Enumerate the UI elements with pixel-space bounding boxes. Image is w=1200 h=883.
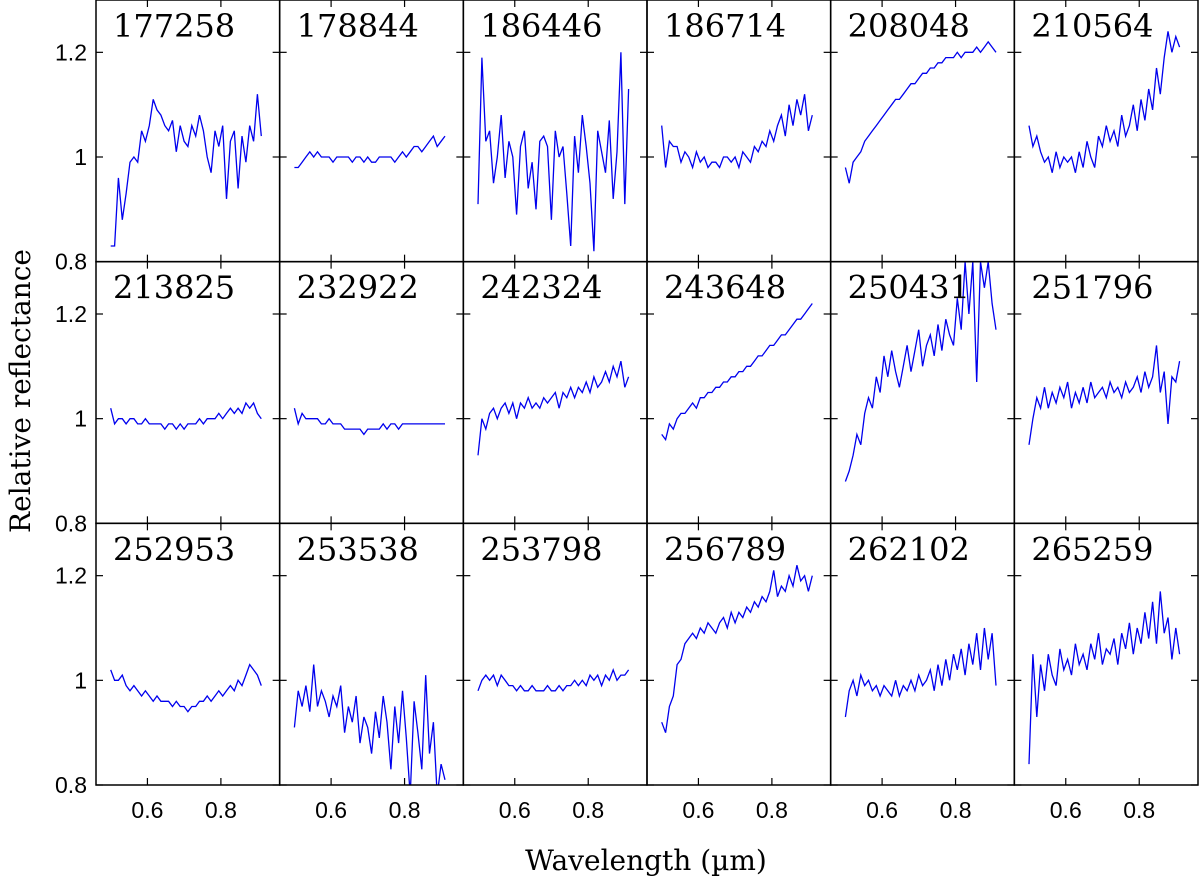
panel-253798: 253798 0.6 0.8 — [462, 522, 648, 823]
panel-label: 210564 — [1031, 7, 1153, 45]
panel-label: 251796 — [1031, 269, 1153, 307]
panel-251796: 251796 — [1013, 260, 1199, 525]
spectrum-line-232922 — [293, 408, 445, 436]
panel-213825: 213825 0.8 1 1.2 — [55, 260, 281, 536]
panel-grid: 177258 0.8 1 1.2 178844 186446 186714 208048 210… — [55, 0, 1199, 823]
panel-243648: 243648 — [646, 260, 832, 525]
panel-208048: 208048 — [829, 0, 1016, 263]
spectrum-line-250431 — [844, 261, 997, 482]
y-tick-label: 1.2 — [55, 301, 87, 327]
y-tick-label: 1.2 — [55, 563, 87, 589]
panel-frame — [1013, 522, 1199, 786]
panel-label: 252953 — [113, 530, 235, 568]
panel-210564: 210564 — [1013, 0, 1199, 263]
panel-label: 250431 — [848, 269, 970, 307]
spectrum-line-213825 — [110, 401, 262, 431]
panel-label: 232922 — [297, 269, 419, 307]
spectrum-line-256789 — [661, 565, 813, 733]
panel-label: 186714 — [664, 7, 786, 45]
panel-label: 253798 — [480, 530, 602, 568]
panel-265259: 265259 0.6 0.8 — [1013, 522, 1199, 823]
y-tick-label: 1.2 — [55, 39, 87, 65]
panel-label: 265259 — [1031, 530, 1153, 568]
spectrum-line-178844 — [294, 134, 446, 169]
panel-256789: 256789 0.6 0.8 — [646, 522, 832, 823]
x-tick-label: 0.6 — [315, 797, 347, 823]
panel-label: 262102 — [848, 530, 970, 568]
panel-label: 178844 — [297, 7, 419, 45]
x-tick-label: 0.8 — [940, 797, 972, 823]
spectrum-line-177258 — [110, 94, 262, 247]
x-tick-label: 0.6 — [131, 797, 163, 823]
spectrum-line-210564 — [1028, 31, 1181, 173]
panel-177258: 177258 0.8 1 1.2 — [55, 0, 281, 275]
x-tick-label: 0.6 — [866, 797, 898, 823]
panel-253538: 253538 0.6 0.8 — [278, 522, 465, 823]
y-tick-label: 0.8 — [55, 510, 87, 536]
x-tick-label: 0.8 — [756, 797, 788, 823]
panel-label: 243648 — [664, 269, 786, 307]
panel-186446: 186446 — [462, 0, 648, 263]
x-tick-label: 0.6 — [499, 797, 531, 823]
x-tick-label: 0.8 — [1123, 797, 1155, 823]
spectrum-line-186446 — [477, 52, 630, 252]
x-tick-label: 0.8 — [572, 797, 604, 823]
panel-186714: 186714 — [646, 0, 832, 263]
x-tick-label: 0.6 — [682, 797, 714, 823]
panel-label: 208048 — [848, 7, 970, 45]
spectrum-line-243648 — [661, 303, 813, 442]
panel-232922: 232922 — [278, 260, 465, 525]
spectrum-line-242324 — [477, 360, 630, 456]
spectrum-line-262102 — [844, 627, 997, 718]
y-tick-label: 1 — [74, 667, 87, 693]
y-tick-label: 0.8 — [55, 772, 87, 798]
panel-label: 177258 — [113, 7, 235, 45]
panel-242324: 242324 — [462, 260, 648, 525]
spectrum-line-253798 — [477, 668, 630, 692]
spectrum-line-208048 — [844, 40, 997, 184]
x-axis-label: Wavelength (µm) — [525, 844, 767, 877]
x-tick-label: 0.8 — [389, 797, 421, 823]
panel-label: 253538 — [297, 530, 419, 568]
spectrum-line-265259 — [1028, 591, 1181, 765]
panel-178844: 178844 — [278, 0, 465, 263]
y-tick-label: 1 — [74, 406, 87, 432]
panel-label: 256789 — [664, 530, 786, 568]
y-axis-label: Relative reflectance — [4, 249, 37, 533]
y-tick-label: 0.8 — [55, 249, 87, 275]
panel-250431: 250431 — [829, 260, 1016, 525]
panel-252953: 252953 0.8 1 1.2 0.6 0.8 — [55, 522, 281, 823]
panel-262102: 262102 0.6 0.8 — [829, 522, 1016, 823]
spectrum-line-186714 — [661, 94, 813, 170]
panel-label: 242324 — [480, 269, 602, 307]
spectrum-line-253538 — [293, 664, 446, 785]
panel-label: 186446 — [480, 7, 602, 45]
x-tick-label: 0.6 — [1050, 797, 1082, 823]
spectrum-line-252953 — [110, 663, 262, 713]
x-tick-label: 0.8 — [205, 797, 237, 823]
panel-label: 213825 — [113, 269, 235, 307]
spectrum-line-251796 — [1028, 345, 1181, 445]
y-tick-label: 1 — [74, 144, 87, 170]
